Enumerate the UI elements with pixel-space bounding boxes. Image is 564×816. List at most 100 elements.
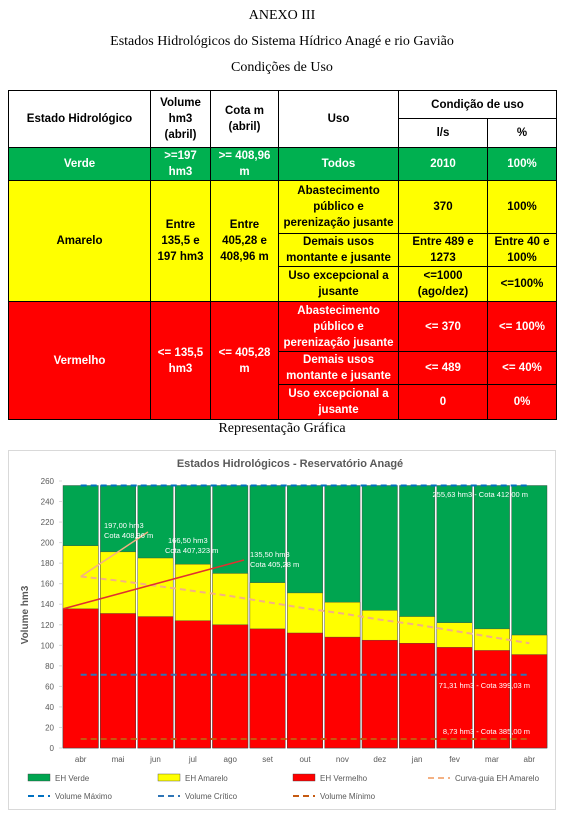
use-cell: Abastecimento público e perenização jusa… bbox=[278, 301, 399, 352]
table-row: Demais usos montante e jusante Entre 489 … bbox=[9, 233, 557, 267]
leader-line bbox=[80, 531, 149, 578]
annotation: 255,63 hm3 - Cota 412,00 m bbox=[433, 490, 528, 499]
table-body: Estado Hidrológico Volume hm3 (abril) Co… bbox=[8, 90, 557, 420]
x-tick-label: abr bbox=[75, 755, 87, 764]
x-tick-label: mai bbox=[112, 755, 125, 764]
use-cell: Todos bbox=[278, 147, 399, 181]
cota-cell: <= 405,28 m bbox=[210, 301, 279, 420]
header-cell: Condição de uso bbox=[398, 90, 557, 119]
flow-cell: <=1000 (ago/dez) bbox=[398, 266, 488, 302]
y-tick-label: 240 bbox=[41, 498, 55, 507]
percent-cell: 100% bbox=[487, 180, 557, 234]
header-cell: % bbox=[487, 118, 557, 148]
y-tick-label: 80 bbox=[45, 662, 54, 671]
volume-cell: <= 135,5 hm3 bbox=[150, 301, 211, 420]
legend-label: EH Verde bbox=[55, 774, 90, 783]
annotation: 8,73 hm3 - Cota 385,00 m bbox=[443, 727, 530, 736]
doc-subtitle: Estados Hidrológicos do Sistema Hídrico … bbox=[110, 34, 454, 49]
flow-cell: Entre 489 e 1273 bbox=[398, 233, 488, 267]
x-tick-label: jul bbox=[188, 755, 197, 764]
y-tick-label: 260 bbox=[41, 477, 55, 486]
bar bbox=[361, 639, 398, 749]
flow-cell: 2010 bbox=[398, 147, 488, 181]
x-tick-label: nov bbox=[336, 755, 349, 764]
y-tick-label: 0 bbox=[50, 744, 55, 753]
x-tick-label: fev bbox=[449, 755, 460, 764]
percent-cell: <= 40% bbox=[487, 351, 557, 385]
legend-label: Volume Crítico bbox=[185, 792, 238, 801]
bar bbox=[511, 654, 548, 749]
legend-swatch bbox=[292, 773, 316, 782]
doc-title: ANEXO III bbox=[248, 8, 316, 23]
legend-label: EH Vermelho bbox=[320, 774, 368, 783]
y-tick-label: 200 bbox=[41, 539, 55, 548]
table-row: Verde >=197 hm3 >= 408,96 m Todos 2010 100% bbox=[8, 147, 557, 181]
percent-cell: <=100% bbox=[487, 266, 557, 302]
use-cell: Uso excepcional a jusante bbox=[278, 384, 399, 420]
doc-subtitle: Condições de Uso bbox=[231, 60, 333, 75]
legend-swatch bbox=[27, 773, 51, 782]
state-cell: Amarelo bbox=[8, 180, 151, 302]
flow-cell: <= 489 bbox=[398, 351, 488, 385]
percent-cell: <= 100% bbox=[487, 301, 557, 352]
header-cell: Volume hm3 (abril) bbox=[150, 90, 211, 148]
flow-cell: 370 bbox=[398, 180, 488, 234]
x-tick-label: jan bbox=[411, 755, 423, 764]
use-cell: Demais usos montante e jusante bbox=[278, 351, 399, 385]
bar bbox=[399, 643, 436, 749]
state-cell: Verde bbox=[8, 147, 151, 181]
header-cell: l/s bbox=[398, 118, 488, 148]
percent-cell: 100% bbox=[487, 147, 557, 181]
bar bbox=[474, 650, 510, 749]
y-tick-label: 140 bbox=[41, 600, 55, 609]
bar bbox=[212, 624, 249, 749]
table-row: Uso excepcional a jusante <=1000 (ago/dez… bbox=[9, 266, 557, 302]
y-tick-label: 120 bbox=[41, 621, 55, 630]
cota-cell: Entre 405,28 e 408,96 m bbox=[210, 180, 279, 302]
table-row: Amarelo Entre 135,5 e 197 hm3 Entre 405,28… bbox=[8, 180, 557, 302]
use-cell: Uso excepcional a jusante bbox=[278, 266, 399, 302]
flow-cell: <= 370 bbox=[398, 301, 488, 352]
table-row: Demais usos montante e jusante <= 489 <= 4… bbox=[9, 351, 557, 385]
volume-cell: Entre 135,5 e 197 hm3 bbox=[150, 180, 211, 302]
y-tick-label: 40 bbox=[45, 703, 54, 712]
annotation: 71,31 hm3 - Cota 399,03 m bbox=[439, 681, 530, 690]
annotation: Cota 405,28 m bbox=[250, 560, 299, 569]
y-tick-label: 20 bbox=[45, 723, 54, 732]
y-tick-label: 100 bbox=[41, 641, 55, 650]
conditions-table: Estado Hidrológico Volume hm3 (abril) Co… bbox=[8, 90, 557, 420]
header-row: l/s % bbox=[9, 118, 557, 148]
x-tick-label: dez bbox=[373, 755, 386, 764]
header-row: Estado Hidrológico Volume hm3 (abril) Co… bbox=[8, 90, 557, 148]
y-axis-label: Volume hm3 bbox=[20, 585, 31, 644]
state-cell: Vermelho bbox=[8, 301, 151, 420]
legend-label: EH Amarelo bbox=[185, 774, 228, 783]
table-row: Vermelho <= 135,5 hm3 <= 405,28 m Abastecim… bbox=[8, 301, 557, 420]
chart-title: Estados Hidrológicos - Reservatório Anag… bbox=[177, 458, 403, 470]
bar bbox=[174, 620, 211, 749]
legend-swatch bbox=[157, 773, 181, 782]
legend-label: Curva-guia EH Amarelo bbox=[455, 774, 540, 783]
annotation: Cota 408,96 m bbox=[104, 531, 153, 540]
annotation: 135,50 hm3 bbox=[250, 550, 290, 559]
flow-cell: 0 bbox=[398, 384, 488, 420]
y-tick-label: 160 bbox=[41, 580, 55, 589]
header-cell: Uso bbox=[278, 90, 399, 148]
use-cell: Demais usos montante e jusante bbox=[278, 233, 399, 267]
header-cell: Estado Hidrológico bbox=[8, 90, 151, 148]
y-tick-label: 60 bbox=[45, 682, 54, 691]
x-tick-label: jun bbox=[149, 755, 161, 764]
chart: Estados Hidrológicos - Reservatório Anag… bbox=[8, 450, 556, 810]
x-tick-label: ago bbox=[224, 755, 238, 764]
annotation: 197,00 hm3 bbox=[104, 521, 144, 530]
chart-container: Estados Hidrológicos - Reservatório Anag… bbox=[8, 450, 556, 810]
x-tick-label: out bbox=[299, 755, 311, 764]
header-cell: Cota m (abril) bbox=[210, 90, 279, 148]
bar bbox=[287, 632, 323, 749]
percent-cell: 0% bbox=[487, 384, 557, 420]
legend-label: Volume Máximo bbox=[55, 792, 112, 801]
caption: Representação Gráfica bbox=[218, 421, 346, 436]
bar bbox=[324, 636, 361, 749]
volume-cell: >=197 hm3 bbox=[150, 147, 211, 181]
